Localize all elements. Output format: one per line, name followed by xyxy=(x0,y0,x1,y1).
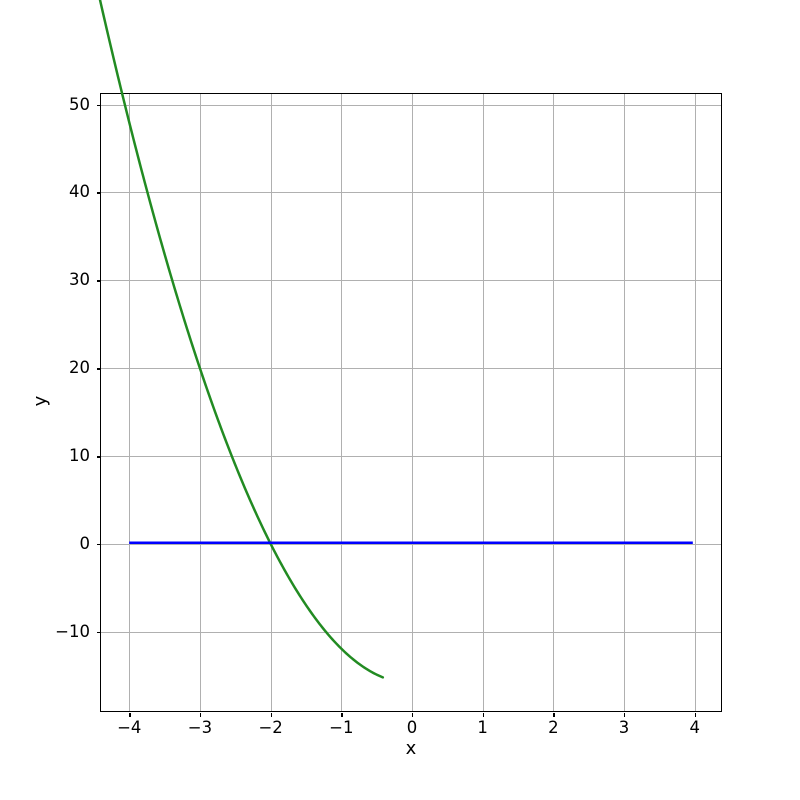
gridline-x-0 xyxy=(129,94,131,711)
gridline-x-1 xyxy=(199,94,201,711)
gridline-x-2 xyxy=(270,94,272,711)
x-tick-0 xyxy=(129,713,131,717)
gridline-x-3 xyxy=(341,94,343,711)
gridline-y-6 xyxy=(101,104,721,106)
data-curves xyxy=(98,0,693,679)
gridline-x-7 xyxy=(624,94,626,711)
y-tick-5 xyxy=(97,192,101,194)
gridline-y-1 xyxy=(101,544,721,546)
x-tick-8 xyxy=(694,713,697,717)
x-tick-5 xyxy=(482,713,484,717)
y-tick-0 xyxy=(97,632,101,634)
x-tick-label-7: 3 xyxy=(618,718,630,737)
y-tick-6 xyxy=(97,104,101,106)
x-tick-7 xyxy=(624,713,626,717)
gridline-y-2 xyxy=(101,456,721,458)
x-tick-2 xyxy=(270,713,272,717)
series-parabola xyxy=(98,0,385,679)
y-tick-1 xyxy=(97,544,101,546)
x-tick-label-4: 0 xyxy=(406,718,418,737)
gridline-y-0 xyxy=(101,632,721,634)
x-axis-label: x xyxy=(405,738,417,759)
x-tick-label-3: −1 xyxy=(329,718,354,737)
y-tick-2 xyxy=(97,456,101,458)
x-tick-label-1: −3 xyxy=(187,718,213,737)
y-tick-3 xyxy=(97,368,101,370)
x-tick-label-2: −2 xyxy=(258,718,283,737)
gridline-y-4 xyxy=(101,280,721,282)
gridline-x-6 xyxy=(553,94,555,711)
x-tick-1 xyxy=(199,713,202,717)
x-tick-4 xyxy=(412,713,414,717)
x-tick-label-5: 1 xyxy=(477,718,488,737)
x-tick-3 xyxy=(341,713,343,717)
gridline-y-5 xyxy=(101,192,721,194)
x-tick-label-0: −4 xyxy=(117,718,142,737)
gridline-x-4 xyxy=(412,94,413,711)
x-tick-label-6: 2 xyxy=(548,718,559,737)
x-tick-6 xyxy=(553,713,555,717)
gridline-x-8 xyxy=(694,94,696,711)
plot-area: −4 −3 −2 −1 0 1 2 3 4 −10 0 10 20 30 40 50 xyxy=(55,0,722,737)
y-tick-4 xyxy=(97,280,101,282)
gridline-y-3 xyxy=(101,368,721,370)
gridline-x-5 xyxy=(482,94,484,711)
x-tick-label-8: 4 xyxy=(689,718,700,737)
y-axis-label: y xyxy=(30,395,51,407)
